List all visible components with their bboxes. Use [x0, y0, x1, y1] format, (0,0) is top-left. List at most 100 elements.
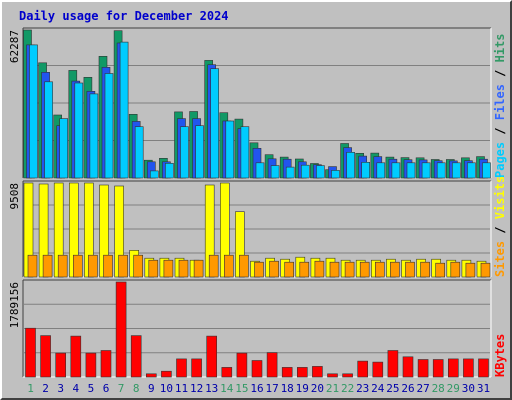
day-label: 8	[133, 382, 140, 395]
day-label: 25	[386, 382, 399, 395]
day-label: 28	[432, 382, 445, 395]
bar-sites-day-17	[269, 260, 279, 278]
day-label: 13	[205, 382, 218, 395]
y-max-label: 62287	[8, 30, 21, 63]
bar-pages-day-28	[436, 162, 446, 179]
bar-kbytes-day-20	[312, 366, 323, 378]
bar-sites-day-23	[359, 261, 370, 278]
day-label: 6	[103, 382, 110, 395]
bar-pages-day-17	[270, 165, 280, 179]
day-label: 29	[447, 382, 460, 395]
bar-pages-day-10	[165, 163, 174, 179]
bar-kbytes-day-10	[161, 370, 172, 378]
day-label: 19	[296, 382, 309, 395]
bar-sites-day-12	[193, 259, 204, 278]
legend-entry: /	[493, 120, 507, 142]
panel-visits-sites: 9508 Sites / Visits	[8, 176, 507, 278]
bar-sites-day-2	[42, 254, 53, 278]
bar-sites-day-31	[480, 262, 491, 278]
bar-sites-day-15	[239, 254, 249, 278]
day-label: 18	[281, 382, 294, 395]
bar-sites-day-9	[148, 259, 159, 278]
bar-kbytes-day-13	[206, 335, 217, 378]
bar-pages-day-24	[376, 162, 386, 179]
legend-entry: Pages	[493, 142, 507, 178]
bar-pages-day-1	[29, 44, 38, 179]
bar-kbytes-day-22	[342, 373, 353, 378]
bar-pages-day-30	[467, 162, 476, 179]
day-label: 11	[175, 382, 188, 395]
day-label: 4	[72, 382, 79, 395]
legend-entry: Files	[493, 84, 507, 120]
bar-kbytes-day-29	[447, 358, 459, 378]
chart-title: Daily usage for December 2024	[19, 9, 229, 23]
bar-sites-day-30	[465, 262, 476, 278]
day-label: 22	[341, 382, 354, 395]
day-label: 10	[160, 382, 173, 395]
bar-kbytes-day-16	[251, 360, 263, 378]
bar-sites-day-8	[133, 254, 143, 278]
y-max-label: 9508	[8, 183, 21, 210]
bar-sites-day-27	[420, 261, 430, 278]
bar-sites-day-16	[254, 261, 264, 278]
bar-sites-day-1	[27, 254, 38, 278]
bar-pages-day-13	[210, 68, 219, 179]
chart-panels: 62287 Pages / Files / Hits 9508 Sites / Vis…	[8, 27, 507, 378]
bar-kbytes-day-25	[387, 350, 399, 378]
bar-pages-day-23	[361, 162, 371, 179]
bar-sites-day-4	[73, 254, 83, 278]
day-label: 20	[311, 382, 324, 395]
bar-sites-day-18	[284, 261, 295, 278]
bar-pages-day-7	[119, 41, 129, 179]
bar-kbytes-day-11	[176, 358, 187, 378]
day-label: 21	[326, 382, 339, 395]
panel-pages-files-hits: 62287 Pages / Files / Hits	[8, 27, 507, 179]
bar-kbytes-day-23	[357, 360, 369, 378]
bar-kbytes-day-3	[55, 352, 67, 378]
bar-sites-day-5	[88, 254, 98, 278]
day-label: 15	[235, 382, 248, 395]
bar-pages-day-8	[134, 126, 144, 179]
bar-kbytes-day-19	[296, 367, 308, 378]
day-label: 7	[118, 382, 125, 395]
bar-pages-day-31	[482, 162, 491, 179]
legend-entry: /	[493, 62, 507, 84]
bar-pages-day-5	[89, 93, 99, 179]
day-label: 14	[220, 382, 234, 395]
legend-entry: Sites	[493, 241, 507, 277]
day-label: 12	[190, 382, 203, 395]
bar-pages-day-27	[421, 162, 431, 179]
bar-kbytes-day-18	[281, 367, 293, 378]
bar-kbytes-day-17	[266, 352, 278, 378]
day-label: 3	[57, 382, 64, 395]
bar-pages-day-11	[180, 126, 189, 179]
bar-sites-day-26	[405, 261, 415, 278]
day-label: 26	[401, 382, 414, 395]
day-label: 16	[250, 382, 263, 395]
bar-kbytes-day-26	[402, 356, 414, 378]
bar-kbytes-day-30	[463, 358, 474, 378]
bar-sites-day-14	[224, 254, 234, 278]
bar-kbytes-day-12	[191, 358, 202, 378]
legend-entry: Visits	[493, 176, 507, 219]
bar-sites-day-7	[118, 254, 128, 278]
panel-legend: KBytes	[493, 334, 507, 377]
bar-pages-day-25	[391, 162, 401, 179]
day-label: 5	[88, 382, 95, 395]
bar-sites-day-11	[178, 259, 189, 278]
y-max-label: 1789156	[8, 282, 21, 328]
bar-sites-day-29	[450, 261, 461, 278]
bar-pages-day-19	[300, 164, 310, 179]
bar-kbytes-day-1	[25, 327, 36, 378]
bar-kbytes-day-27	[417, 359, 429, 378]
bar-pages-day-18	[285, 166, 295, 179]
bar-pages-day-12	[195, 125, 204, 179]
bar-kbytes-day-7	[115, 281, 127, 378]
bar-kbytes-day-14	[221, 367, 233, 378]
bar-pages-day-4	[74, 82, 84, 179]
day-label: 17	[265, 382, 278, 395]
panel-kbytes: 1789156 KBytes	[8, 279, 507, 378]
bar-pages-day-26	[406, 162, 416, 179]
bar-sites-day-19	[299, 261, 310, 278]
